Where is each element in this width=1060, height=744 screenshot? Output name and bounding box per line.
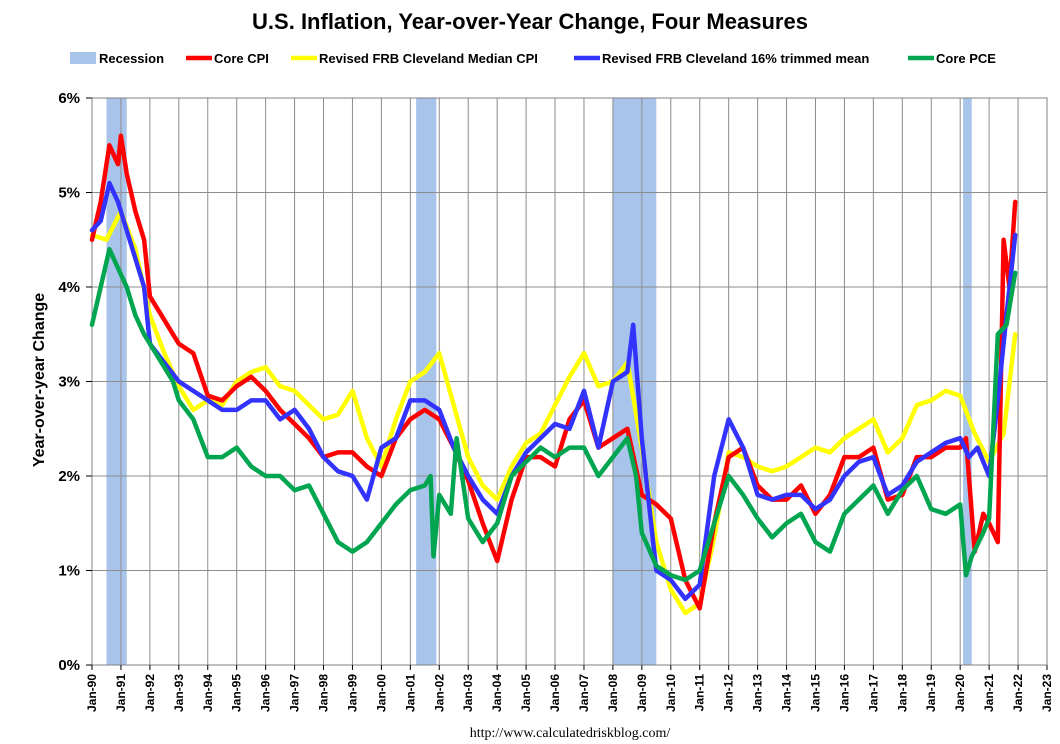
y-tick-label: 6%: [58, 90, 80, 107]
x-tick-label: Jan-14: [780, 674, 794, 712]
x-tick-label: Jan-17: [866, 674, 880, 712]
legend-label-revised-frb-cleveland-median-cpi: Revised FRB Cleveland Median CPI: [319, 51, 538, 66]
chart-title: U.S. Inflation, Year-over-Year Change, F…: [252, 9, 808, 34]
x-tick-label: Jan-91: [114, 674, 128, 712]
x-tick-label: Jan-95: [230, 674, 244, 712]
y-tick-label: 2%: [58, 468, 80, 485]
x-tick-label: Jan-18: [895, 674, 909, 712]
x-tick-label: Jan-13: [751, 674, 765, 712]
legend-label-revised-frb-cleveland-16-trimmed-mean: Revised FRB Cleveland 16% trimmed mean: [602, 51, 869, 66]
x-axis: Jan-90 Jan-91 Jan-92 Jan-93 Jan-94 Jan-95 Jan-…: [85, 665, 1054, 712]
legend-label-core-cpi: Core CPI: [214, 51, 269, 66]
plot-area: [89, 97, 1048, 666]
x-tick-label: Jan-08: [606, 674, 620, 712]
x-tick-label: Jan-05: [519, 674, 533, 712]
x-tick-label: Jan-00: [374, 674, 388, 712]
x-tick-label: Jan-94: [201, 674, 215, 712]
y-axis-title: Year-over-year Change: [31, 293, 48, 467]
legend-swatch-recession: [70, 52, 96, 64]
gridlines: [91, 97, 1048, 666]
x-tick-label: Jan-07: [577, 674, 591, 712]
legend-label-recession: Recession: [99, 51, 164, 66]
y-tick-label: 3%: [58, 374, 80, 391]
y-tick-label: 1%: [58, 563, 80, 580]
x-tick-label: Jan-19: [924, 674, 938, 712]
x-tick-label: Jan-02: [432, 674, 446, 712]
series-lines: [89, 133, 1018, 616]
x-tick-label: Jan-20: [953, 674, 967, 712]
x-tick-label: Jan-11: [693, 674, 707, 712]
x-tick-label: Jan-04: [490, 674, 504, 712]
x-tick-label: Jan-99: [345, 674, 359, 712]
series-line-core-pce: [89, 246, 1018, 583]
y-axis: 0% 1% 2% 3% 4% 5% 6%: [58, 90, 92, 674]
x-tick-label: Jan-90: [85, 674, 99, 712]
y-tick-label: 4%: [58, 279, 80, 296]
x-tick-label: Jan-12: [722, 674, 736, 712]
x-tick-label: Jan-01: [403, 674, 417, 712]
x-tick-label: Jan-92: [143, 674, 157, 712]
legend-label-core-pce: Core PCE: [936, 51, 996, 66]
x-tick-label: Jan-06: [548, 674, 562, 712]
x-tick-label: Jan-97: [288, 674, 302, 712]
series-line-revised-frb-cleveland-median-cpi: [89, 209, 1018, 616]
y-tick-label: 5%: [58, 185, 80, 202]
series-line-revised-frb-cleveland-16-trimmed-mean: [89, 180, 1018, 602]
x-tick-label: Jan-10: [664, 674, 678, 712]
y-tick-label: 0%: [58, 657, 80, 674]
x-tick-label: Jan-16: [837, 674, 851, 712]
x-tick-label: Jan-93: [172, 674, 186, 712]
x-tick-label: Jan-03: [461, 674, 475, 712]
x-tick-label: Jan-22: [1011, 674, 1025, 712]
x-tick-label: Jan-15: [808, 674, 822, 712]
x-tick-label: Jan-23: [1040, 674, 1054, 712]
x-tick-label: Jan-98: [317, 674, 331, 712]
x-tick-label: Jan-09: [635, 674, 649, 712]
legend: Recession Core CPI Revised FRB Cleveland M…: [70, 51, 996, 66]
x-tick-label: Jan-21: [982, 674, 996, 712]
x-tick-label: Jan-96: [259, 674, 273, 712]
source-url: http://www.calculatedriskblog.com/: [470, 726, 671, 741]
